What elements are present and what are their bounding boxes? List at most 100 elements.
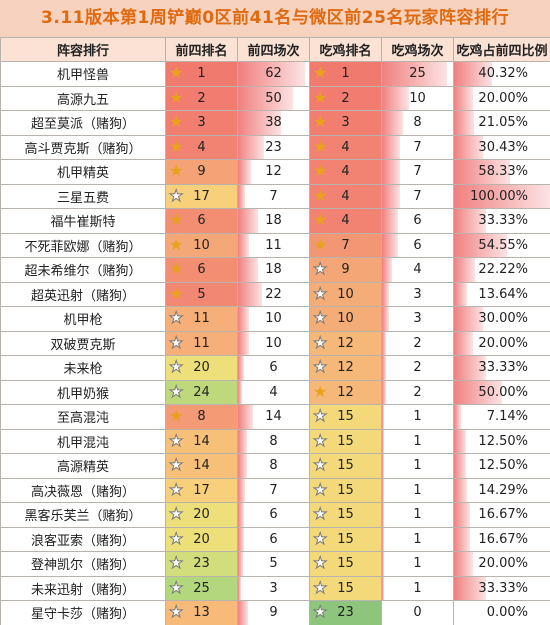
lineup-name: 不死菲欧娜（赌狗）	[0, 232, 166, 258]
top4-games-cell-databar	[238, 356, 244, 380]
star-outline-icon: ★	[312, 602, 328, 621]
win-ratio-cell-value: 16.67%	[478, 507, 528, 523]
win-ratio-cell-databar	[454, 552, 474, 576]
top4-games-cell: 7	[237, 477, 310, 503]
top4-games-cell-databar	[238, 601, 248, 625]
star-outline-icon: ★	[168, 528, 184, 548]
top4-games-cell-databar	[238, 62, 306, 86]
table-row: 超英迅射（赌狗） ★ 5 22 ★ 10 3 13.64%	[0, 281, 550, 307]
top4-games-cell-databar	[238, 405, 253, 429]
top4-rank-cell-value: 8	[197, 409, 206, 425]
win-ratio-cell-value: 40.32%	[478, 66, 528, 82]
lineup-name: 高决薇恩（赌狗）	[0, 477, 166, 503]
top4-rank-cell: ★ 23	[165, 551, 238, 577]
win-rank-cell-value: 7	[341, 237, 350, 253]
top4-games-cell-value: 6	[269, 507, 278, 523]
top4-games-cell-value: 5	[269, 556, 278, 572]
win-games-cell: 7	[381, 134, 454, 160]
win-ratio-cell-databar	[454, 331, 474, 355]
top4-games-cell-value: 38	[265, 115, 282, 131]
win-rank-cell: ★ 12	[309, 355, 382, 381]
lineup-name: 超英迅射（赌狗）	[0, 281, 166, 307]
star-filled-icon: ★	[313, 87, 328, 107]
star-filled-icon: ★	[313, 161, 328, 180]
win-games-cell: 1	[381, 575, 454, 601]
star-outline-icon: ★	[312, 430, 328, 450]
lineup-name: 机甲混沌	[0, 428, 166, 454]
lineup-name: 机甲精英	[0, 159, 166, 185]
win-ratio-cell: 33.33%	[453, 575, 550, 601]
win-rank-cell-value: 15	[337, 531, 354, 547]
win-ratio-cell-databar	[454, 356, 486, 380]
lineup-name: 未来枪	[0, 355, 166, 381]
top4-rank-cell: ★ 11	[165, 306, 238, 332]
win-games-cell-databar	[382, 62, 448, 86]
win-games-cell-databar	[382, 209, 398, 233]
win-games-cell-value: 8	[413, 115, 422, 131]
top4-games-cell-databar	[238, 160, 251, 184]
win-games-cell-databar	[382, 160, 401, 184]
table-row: 机甲怪兽 ★ 1 62 ★ 1 25 40.32%	[0, 61, 550, 87]
win-games-cell-databar	[382, 478, 385, 502]
star-filled-icon: ★	[313, 185, 328, 205]
top4-rank-cell-value: 11	[193, 311, 210, 327]
top4-rank-cell: ★ 6	[165, 257, 238, 283]
win-rank-cell-value: 12	[337, 360, 354, 376]
win-rank-cell-value: 15	[337, 580, 354, 596]
win-games-cell: 8	[381, 110, 454, 136]
top4-games-cell: 62	[237, 61, 310, 87]
top4-games-cell: 10	[237, 306, 310, 332]
lineup-name: 机甲奶猴	[0, 379, 166, 405]
win-games-cell: 2	[381, 330, 454, 356]
top4-games-cell-value: 9	[269, 605, 278, 621]
top4-rank-cell: ★ 13	[165, 600, 238, 625]
win-rank-cell: ★ 23	[309, 600, 382, 625]
win-rank-cell-value: 2	[341, 90, 350, 106]
win-ratio-cell-value: 20.00%	[478, 556, 528, 572]
win-rank-cell-value: 15	[337, 458, 354, 474]
top4-rank-cell-value: 6	[197, 213, 206, 229]
win-ratio-cell: 20.00%	[453, 330, 550, 356]
win-games-cell-databar	[382, 405, 385, 429]
table-row: 三星五费 ★ 17 7 ★ 4 7 100.00%	[0, 183, 550, 209]
top4-rank-cell-value: 13	[193, 605, 210, 621]
win-games-cell-databar	[382, 307, 390, 331]
top4-games-cell-databar	[238, 135, 264, 159]
star-filled-icon: ★	[313, 234, 328, 254]
top4-games-cell: 12	[237, 159, 310, 185]
win-games-cell-databar	[382, 429, 385, 453]
win-ratio-cell-value: 21.05%	[478, 115, 528, 131]
star-outline-icon: ★	[168, 430, 184, 450]
win-ratio-cell-value: 33.33%	[478, 360, 528, 376]
win-ratio-cell-databar	[454, 527, 471, 551]
top4-games-cell: 8	[237, 428, 310, 454]
win-rank-cell: ★ 3	[309, 110, 382, 136]
top4-rank-cell-value: 4	[197, 139, 206, 155]
win-ratio-cell-databar	[454, 209, 486, 233]
table-row: 黑客乐芙兰（赌狗） ★ 20 6 ★ 15 1 16.67%	[0, 502, 550, 528]
top4-rank-cell-value: 14	[193, 458, 210, 474]
win-rank-cell: ★ 9	[309, 257, 382, 283]
win-rank-cell: ★ 15	[309, 428, 382, 454]
top4-rank-cell-value: 6	[197, 262, 206, 278]
win-rank-cell: ★ 15	[309, 404, 382, 430]
win-rank-cell: ★ 4	[309, 159, 382, 185]
table-row: 高决薇恩（赌狗） ★ 17 7 ★ 15 1 14.29%	[0, 477, 550, 503]
win-games-cell: 3	[381, 306, 454, 332]
top4-games-cell: 7	[237, 183, 310, 209]
win-games-cell: 6	[381, 232, 454, 258]
win-ratio-cell-databar	[454, 258, 476, 282]
win-games-cell: 1	[381, 404, 454, 430]
top4-games-cell-value: 3	[269, 580, 278, 596]
win-ratio-cell-value: 13.64%	[478, 286, 528, 302]
win-rank-cell: ★ 4	[309, 183, 382, 209]
sheet-title: 3.11版本第1周铲巅0区前41名与微区前25名玩家阵容排行	[0, 0, 550, 38]
star-outline-icon: ★	[168, 381, 184, 401]
top4-rank-cell: ★ 24	[165, 379, 238, 405]
top4-rank-cell-value: 24	[193, 384, 210, 400]
star-outline-icon: ★	[168, 185, 184, 205]
top4-games-cell: 4	[237, 379, 310, 405]
top4-rank-cell: ★ 1	[165, 61, 238, 87]
win-ratio-cell-databar	[454, 160, 510, 184]
win-rank-cell-value: 4	[341, 164, 350, 180]
